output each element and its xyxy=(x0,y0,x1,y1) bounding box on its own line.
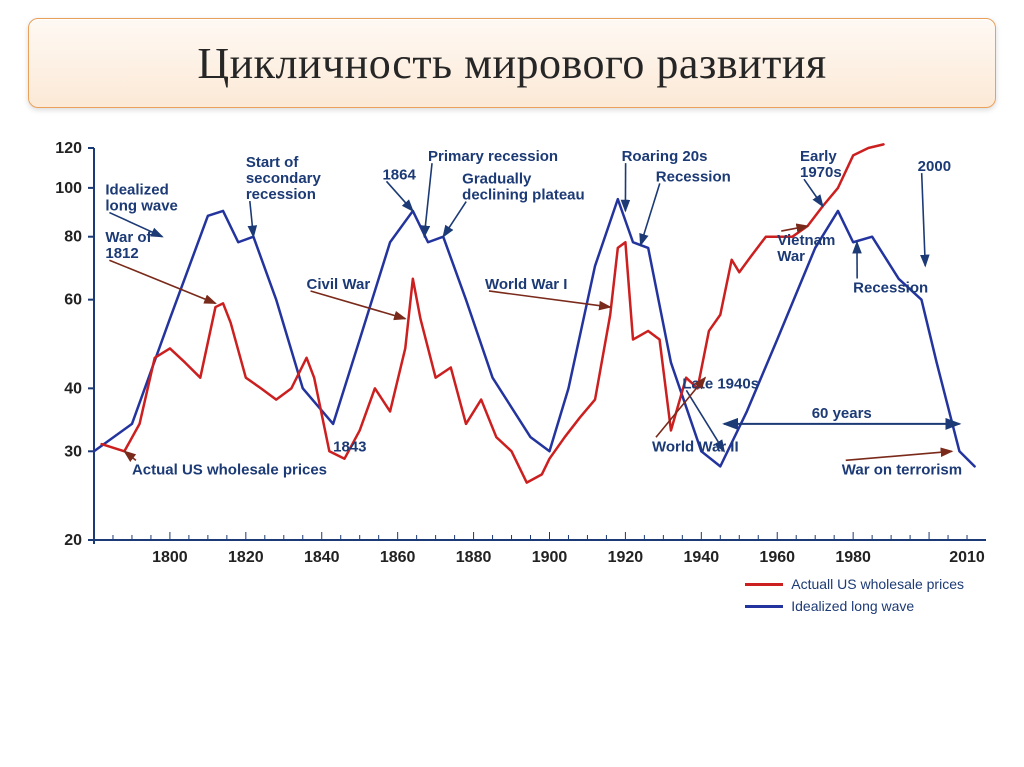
svg-text:1980: 1980 xyxy=(835,549,871,566)
svg-text:2010: 2010 xyxy=(949,549,985,566)
long-wave-chart: 20 30 40 60 80 100 120 1800 1820 1840 1860 1880 1900… xyxy=(34,130,1000,580)
legend-item: Idealized long wave xyxy=(745,595,964,617)
svg-text:30: 30 xyxy=(64,443,82,460)
svg-text:1940: 1940 xyxy=(684,549,720,566)
svg-text:120: 120 xyxy=(55,140,82,157)
title-bar: Цикличность мирового развития xyxy=(28,18,996,108)
svg-text:Roaring 20s: Roaring 20s xyxy=(622,148,708,165)
svg-text:80: 80 xyxy=(64,229,82,246)
svg-text:1800: 1800 xyxy=(152,549,188,566)
svg-text:War of1812: War of1812 xyxy=(105,229,152,262)
chart-svg: 20 30 40 60 80 100 120 1800 1820 1840 1860 1880 1900… xyxy=(34,130,1000,580)
svg-text:1843: 1843 xyxy=(333,438,366,455)
legend-item: Actuall US wholesale prices xyxy=(745,573,964,595)
slide-title: Цикличность мирового развития xyxy=(197,38,826,89)
svg-text:1920: 1920 xyxy=(608,549,644,566)
svg-text:War on terrorism: War on terrorism xyxy=(842,461,962,478)
svg-text:VietnamWar: VietnamWar xyxy=(777,232,835,265)
svg-text:World War I: World War I xyxy=(485,276,567,293)
slide: Цикличность мирового развития 20 30 40 60 80… xyxy=(0,0,1024,767)
legend-label: Actuall US wholesale prices xyxy=(791,576,964,592)
svg-text:60 years: 60 years xyxy=(812,405,872,422)
svg-text:1880: 1880 xyxy=(456,549,492,566)
svg-text:Graduallydeclining plateau: Graduallydeclining plateau xyxy=(462,171,585,204)
legend-swatch xyxy=(745,605,783,608)
svg-text:Recession: Recession xyxy=(853,279,928,296)
svg-text:Civil War: Civil War xyxy=(307,276,371,293)
svg-text:2000: 2000 xyxy=(918,158,951,175)
svg-text:Late 1940s: Late 1940s xyxy=(682,375,759,392)
svg-text:Actual US wholesale prices: Actual US wholesale prices xyxy=(132,461,327,478)
svg-text:Early1970s: Early1970s xyxy=(800,148,842,181)
legend-label: Idealized long wave xyxy=(791,598,914,614)
svg-text:Start ofsecondaryrecession: Start ofsecondaryrecession xyxy=(246,154,322,203)
svg-text:Recession: Recession xyxy=(656,168,731,185)
svg-text:World War II: World War II xyxy=(652,438,739,455)
svg-text:1840: 1840 xyxy=(304,549,340,566)
svg-text:Idealizedlong wave: Idealizedlong wave xyxy=(105,182,178,215)
svg-text:1864: 1864 xyxy=(382,166,416,183)
legend-swatch xyxy=(745,583,783,586)
svg-text:60: 60 xyxy=(64,292,82,309)
svg-text:100: 100 xyxy=(55,180,82,197)
svg-text:Primary recession: Primary recession xyxy=(428,148,558,165)
svg-text:40: 40 xyxy=(64,380,82,397)
svg-text:1860: 1860 xyxy=(380,549,416,566)
svg-text:1960: 1960 xyxy=(759,549,795,566)
chart-legend: Actuall US wholesale prices Idealized lo… xyxy=(745,573,964,617)
svg-text:20: 20 xyxy=(64,532,82,549)
svg-text:1820: 1820 xyxy=(228,549,264,566)
svg-text:1900: 1900 xyxy=(532,549,568,566)
